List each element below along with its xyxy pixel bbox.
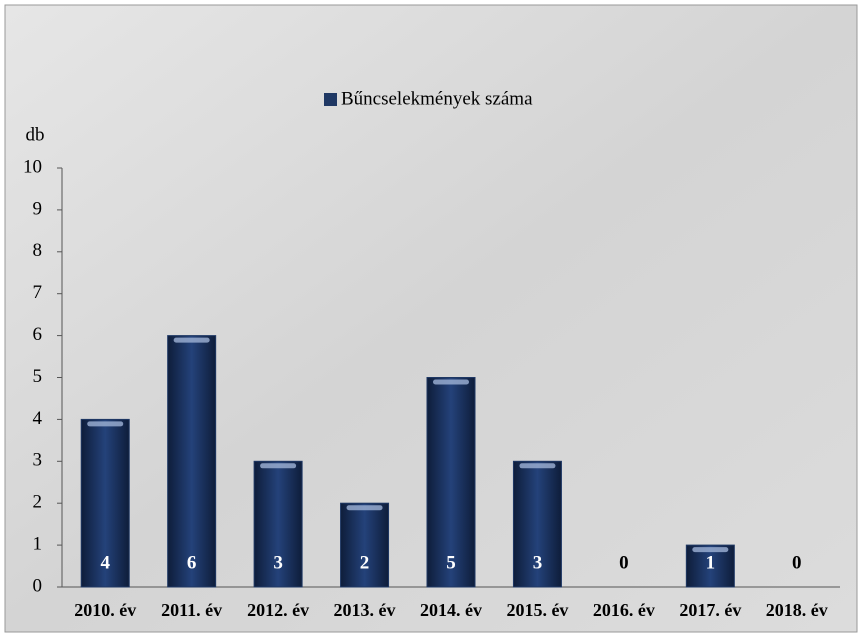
value-label: 4: [100, 552, 110, 573]
value-label: 1: [706, 552, 716, 573]
y-axis-label: db: [26, 124, 45, 145]
bar-highlight: [433, 380, 469, 385]
y-tick-label: 4: [33, 408, 43, 429]
y-tick-label: 0: [33, 575, 43, 596]
bar-highlight: [174, 338, 210, 343]
x-tick-label: 2012. év: [247, 600, 309, 620]
value-label: 6: [187, 552, 197, 573]
y-tick-label: 9: [33, 198, 43, 219]
value-label: 3: [273, 552, 283, 573]
bar: [168, 336, 216, 587]
chart: Bűncselekmények száma db 012345678910201…: [0, 0, 864, 638]
bar-highlight: [692, 547, 728, 552]
y-tick-label: 2: [33, 492, 43, 513]
legend-label: Bűncselekmények száma: [341, 88, 533, 109]
value-label: 0: [619, 552, 629, 573]
value-label: 2: [360, 552, 370, 573]
x-tick-label: 2013. év: [334, 600, 396, 620]
x-tick-label: 2015. év: [506, 600, 568, 620]
legend-swatch: [324, 93, 337, 106]
y-tick-label: 8: [33, 240, 43, 261]
bar-highlight: [260, 463, 296, 468]
value-label: 3: [533, 552, 543, 573]
value-label: 0: [792, 552, 802, 573]
x-tick-label: 2010. év: [74, 600, 136, 620]
x-tick-label: 2016. év: [593, 600, 655, 620]
x-tick-label: 2018. év: [766, 600, 828, 620]
y-tick-label: 10: [23, 156, 42, 177]
bar: [341, 503, 389, 587]
y-tick-label: 1: [33, 533, 43, 554]
x-tick-label: 2017. év: [679, 600, 741, 620]
y-tick-label: 5: [33, 366, 43, 387]
value-label: 5: [446, 552, 456, 573]
x-tick-label: 2014. év: [420, 600, 482, 620]
y-tick-label: 6: [33, 324, 43, 345]
x-tick-label: 2011. év: [161, 600, 222, 620]
y-tick-label: 7: [33, 282, 43, 303]
bar-highlight: [347, 505, 383, 510]
y-tick-label: 3: [33, 450, 43, 471]
bar-highlight: [87, 421, 123, 426]
bar-highlight: [519, 463, 555, 468]
